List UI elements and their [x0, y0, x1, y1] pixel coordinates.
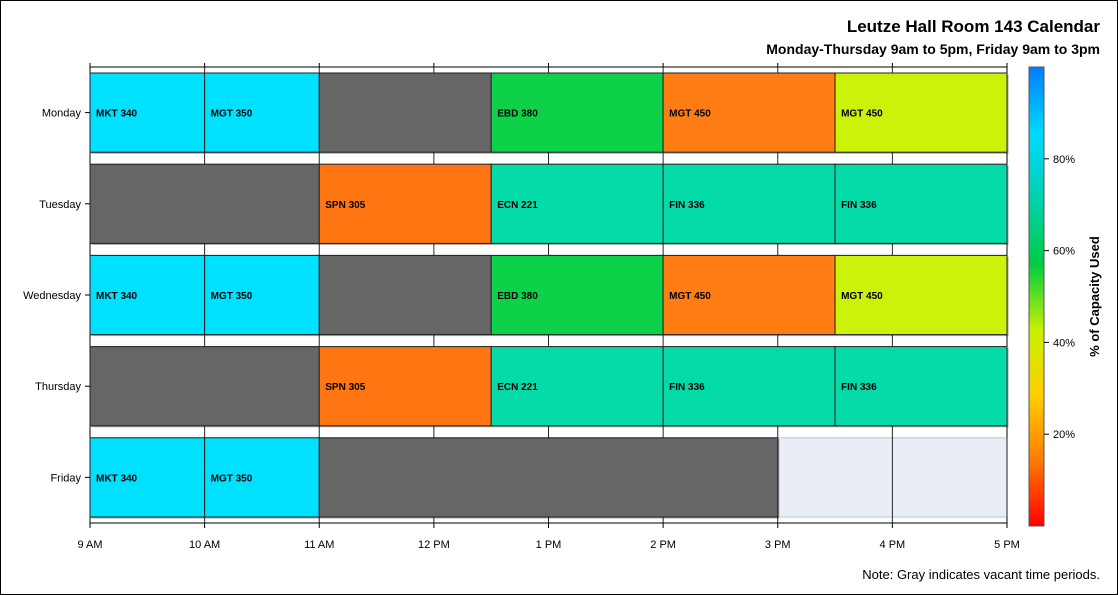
block-label: MGT 450: [669, 109, 711, 120]
block-label: MKT 340: [96, 291, 138, 302]
x-tick-label: 5 PM: [994, 539, 1020, 551]
time-block-thursday: [89, 346, 320, 427]
y-tick-label: Friday: [50, 472, 81, 484]
block-label: MKT 340: [96, 473, 138, 484]
x-tick-label: 1 PM: [536, 539, 562, 551]
block-label: MGT 350: [211, 473, 253, 484]
time-block-tuesday: [834, 163, 1008, 244]
time-block-wednesday: [318, 254, 492, 336]
time-block-monday: [318, 72, 492, 153]
time-block-monday: [490, 72, 664, 153]
time-block-tuesday: [89, 163, 320, 244]
block-label: FIN 336: [841, 382, 877, 393]
x-tick-label: 9 AM: [77, 539, 102, 551]
block-label: FIN 336: [669, 382, 705, 393]
time-block-thursday: [662, 346, 836, 427]
plot-area: MKT 340 MGT 350 EBD 380 MGT 450 MGT 450 SPN 3…: [23, 63, 1020, 551]
block-label: ECN 221: [497, 200, 538, 211]
block-label: MGT 450: [841, 291, 883, 302]
time-block-wednesday: [834, 254, 1008, 336]
block-label: FIN 336: [841, 200, 877, 211]
time-block-tuesday: [318, 163, 492, 244]
block-label: EBD 380: [497, 109, 538, 120]
x-tick-label: 3 PM: [765, 539, 791, 551]
time-block-thursday: [490, 346, 664, 427]
block-label: ECN 221: [497, 382, 538, 393]
x-tick-label: 11 AM: [304, 539, 334, 551]
chart-subtitle: Monday-Thursday 9am to 5pm, Friday 9am t…: [766, 41, 1100, 57]
y-tick-label: Tuesday: [39, 199, 81, 211]
time-block-friday: [89, 437, 206, 518]
time-block-wednesday: [89, 254, 206, 336]
block-label: MGT 350: [211, 109, 253, 120]
y-tick-label: Wednesday: [23, 290, 81, 302]
time-block-monday: [662, 72, 836, 153]
chart-note: Note: Gray indicates vacant time periods…: [862, 567, 1100, 582]
block-label: SPN 305: [325, 382, 365, 393]
time-block-friday: [204, 437, 320, 518]
x-tick-label: 10 AM: [189, 539, 220, 551]
time-block-thursday: [318, 346, 492, 427]
chart-title: Leutze Hall Room 143 Calendar: [846, 17, 1100, 36]
time-block-wednesday: [490, 254, 664, 336]
x-tick-label: 12 PM: [418, 539, 450, 551]
block-label: EBD 380: [497, 291, 538, 302]
time-block-thursday: [834, 346, 1008, 427]
time-block-tuesday: [662, 163, 836, 244]
block-label: SPN 305: [325, 200, 365, 211]
capacity-legend: 20% 40% 60% 80% % of Capacity Used: [1028, 66, 1102, 527]
legend-tick-label: 40%: [1053, 337, 1075, 349]
time-block-tuesday: [490, 163, 664, 244]
block-label: MGT 450: [841, 109, 883, 120]
y-tick-label: Thursday: [35, 381, 81, 393]
x-tick-label: 2 PM: [650, 539, 676, 551]
legend-color-bar: [1028, 66, 1045, 527]
legend-tick-label: 20%: [1053, 429, 1075, 441]
block-label: MGT 450: [669, 291, 711, 302]
y-tick-label: Monday: [42, 108, 82, 120]
time-block-monday: [834, 72, 1008, 153]
legend-tick-label: 80%: [1053, 154, 1075, 166]
legend-title: % of Capacity Used: [1087, 236, 1102, 357]
x-tick-label: 4 PM: [880, 539, 906, 551]
legend-tick-label: 60%: [1053, 246, 1075, 258]
block-label: MGT 350: [211, 291, 253, 302]
time-block-monday: [204, 72, 320, 153]
time-block-friday: [318, 437, 779, 518]
block-label: MKT 340: [96, 109, 138, 120]
block-label: FIN 336: [669, 200, 705, 211]
time-block-wednesday: [204, 254, 320, 336]
